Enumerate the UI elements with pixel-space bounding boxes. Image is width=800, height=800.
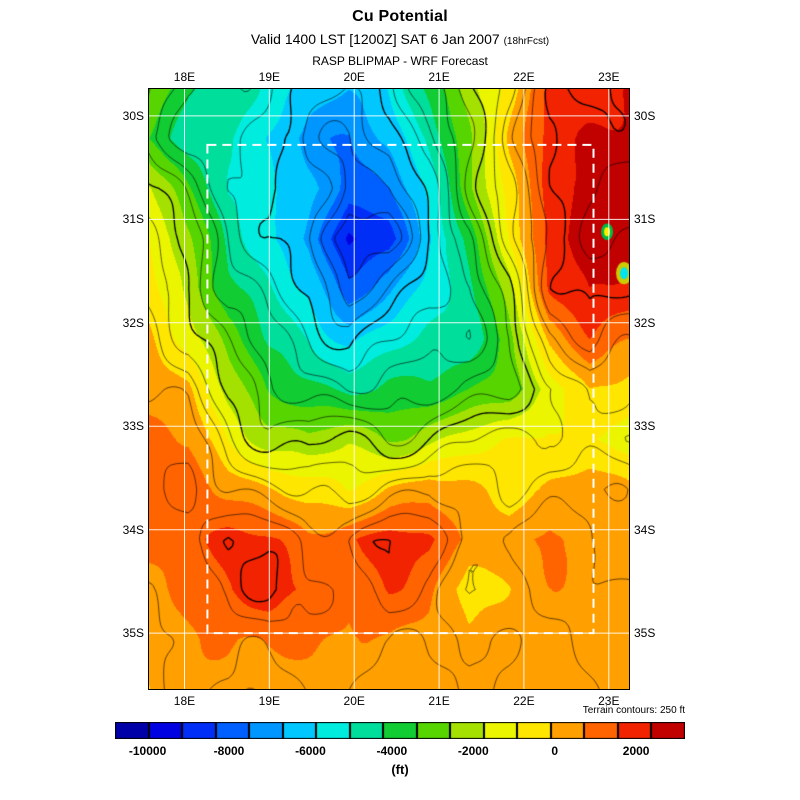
colorbar-tick-label: -4000 [376,744,408,758]
x-tick-label-top: 20E [343,70,365,84]
valid-time-line: Valid 1400 LST [1200Z] SAT 6 Jan 2007 (1… [0,31,800,47]
colorbar-tick-label: -2000 [457,744,489,758]
y-tick-label-right: 34S [634,522,656,537]
x-tick-label-bottom: 21E [428,694,450,708]
valid-time-text: Valid 1400 LST [1200Z] SAT 6 Jan 2007 [250,31,500,47]
map-grid-overlay [148,88,630,690]
cu-potential-heatmap [148,88,630,690]
map-border [148,88,630,690]
colorbar [115,722,685,739]
x-tick-label-top: 21E [428,70,450,84]
y-tick-label-right: 32S [634,315,656,330]
inner-domain-boundary [206,143,595,635]
colorbar-tick-label: 0 [551,744,559,758]
colorbar-tick-label: -8000 [213,744,245,758]
y-tick-label-left: 32S [122,315,144,330]
colorbar-tick-label: -6000 [295,744,326,758]
x-tick-label-top: 19E [258,70,281,84]
colorbar-unit-label: (ft) [391,762,409,777]
x-tick-label-top: 23E [598,70,620,84]
x-tick-label-top: 18E [173,70,196,84]
y-tick-label-left: 33S [122,419,144,434]
y-tick-label-right: 35S [634,626,656,641]
map-plot-area [148,88,630,690]
x-tick-label-bottom: 19E [258,694,281,708]
terrain-contours-note: Terrain contours: 250 ft [582,705,685,716]
y-tick-label-left: 31S [122,212,144,227]
chart-title: Cu Potential [352,8,448,25]
x-tick-label-bottom: 23E [598,694,620,708]
model-line: RASP BLIPMAP - WRF Forecast [312,54,488,68]
x-tick-label-top: 22E [513,70,535,84]
y-tick-label-right: 31S [634,212,656,227]
colorbar-tick-label: 2000 [622,744,650,758]
colorbar-tick-label: -10000 [128,744,167,758]
x-tick-label-bottom: 20E [343,694,365,708]
forecast-hour-note: (18hrFcst) [503,36,550,47]
y-tick-label-right: 33S [634,419,656,434]
y-tick-label-right: 30S [634,108,656,123]
x-tick-label-bottom: 22E [513,694,535,708]
y-tick-label-left: 34S [122,522,144,537]
y-tick-label-left: 35S [122,626,144,641]
x-tick-label-bottom: 18E [173,694,196,708]
y-tick-label-left: 30S [122,108,144,123]
